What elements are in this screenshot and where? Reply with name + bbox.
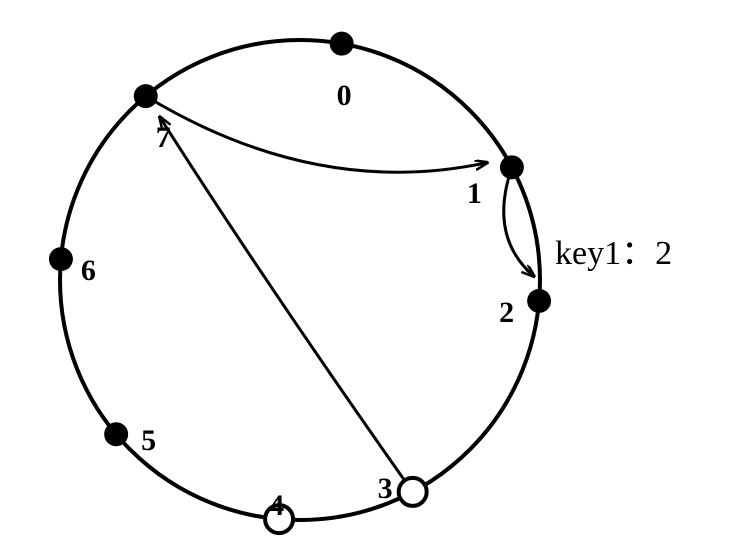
node-2: [527, 289, 551, 313]
ring-diagram: [40, 20, 560, 530]
node-label-2: 2: [499, 296, 514, 330]
node-6: [49, 247, 73, 271]
node-label-1: 1: [467, 177, 482, 211]
ring-circle: [60, 40, 540, 520]
node-0: [330, 32, 354, 56]
node-label-4: 4: [269, 489, 284, 523]
node-label-3: 3: [378, 472, 393, 506]
node-7: [134, 84, 158, 108]
edge-7-1: [146, 96, 488, 172]
edge-3-7: [160, 117, 413, 492]
node-label-5: 5: [141, 424, 156, 458]
node-label-0: 0: [337, 79, 352, 113]
node-5: [104, 422, 128, 446]
key-annotation: key1：2: [555, 225, 672, 274]
node-label-7: 7: [156, 121, 171, 155]
ring-svg: [40, 20, 560, 540]
node-label-6: 6: [81, 254, 96, 288]
node-1: [500, 155, 524, 179]
node-3: [399, 478, 427, 506]
